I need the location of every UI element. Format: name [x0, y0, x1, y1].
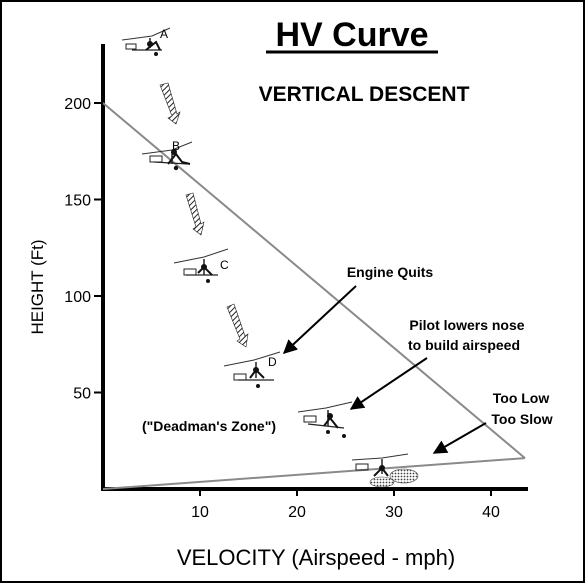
annotation-engine-quits: Engine Quits: [282, 264, 434, 354]
pilot-line1-text: Pilot lowers nose: [409, 317, 524, 333]
aircraft-b: B: [141, 139, 193, 171]
y-axis-label: HEIGHT (Ft): [28, 239, 47, 334]
too-low-text: Too Low: [493, 390, 550, 406]
x-tick-label-10: 10: [191, 504, 209, 521]
aircraft-e: [297, 401, 353, 438]
too-low-arrow: [432, 422, 487, 454]
aircraft-f: [351, 453, 419, 488]
aircraft-a: A: [121, 27, 171, 56]
y-tick-label-150: 150: [64, 193, 91, 210]
engine-quits-text: Engine Quits: [347, 264, 434, 280]
engine-quits-arrow: [282, 285, 357, 354]
x-tick-label-40: 40: [482, 504, 500, 521]
descent-arrow-1: [159, 82, 181, 125]
descent-arrows: [159, 82, 249, 348]
hv-boundary: [102, 102, 526, 490]
aircraft-label-b: B: [172, 139, 180, 153]
pilot-arrow: [349, 357, 428, 410]
x-tick-label-20: 20: [288, 504, 306, 521]
pilot-line2-text: to build airspeed: [408, 337, 520, 353]
descent-arrow-3: [226, 303, 249, 348]
axis-ticks: 10 20 30 40 50 100 150 200: [64, 96, 500, 521]
aircraft-c: C: [173, 248, 229, 283]
deadman-zone-label: ("Deadman's Zone"): [142, 418, 276, 434]
y-tick-label-50: 50: [73, 386, 91, 403]
aircraft-label-a: A: [160, 27, 168, 41]
diagram-title: HV Curve: [275, 16, 428, 54]
annotation-pilot: Pilot lowers nose to build airspeed: [349, 317, 525, 410]
boundary-segment-1: [102, 102, 526, 459]
descent-arrow-2: [185, 192, 205, 236]
y-tick-label-100: 100: [64, 289, 91, 306]
annotation-too-low: Too Low Too Slow: [432, 390, 553, 454]
boundary-segment-2: [102, 457, 526, 490]
x-tick-label-30: 30: [385, 504, 403, 521]
aircraft-label-d: D: [268, 355, 277, 369]
x-axis-label: VELOCITY (Airspeed - mph): [177, 545, 455, 570]
aircraft-label-c: C: [220, 258, 229, 272]
diagram-subtitle: VERTICAL DESCENT: [259, 83, 470, 106]
y-tick-label-200: 200: [64, 96, 91, 113]
aircraft-d: D: [223, 351, 281, 388]
too-slow-text: Too Slow: [491, 411, 552, 427]
